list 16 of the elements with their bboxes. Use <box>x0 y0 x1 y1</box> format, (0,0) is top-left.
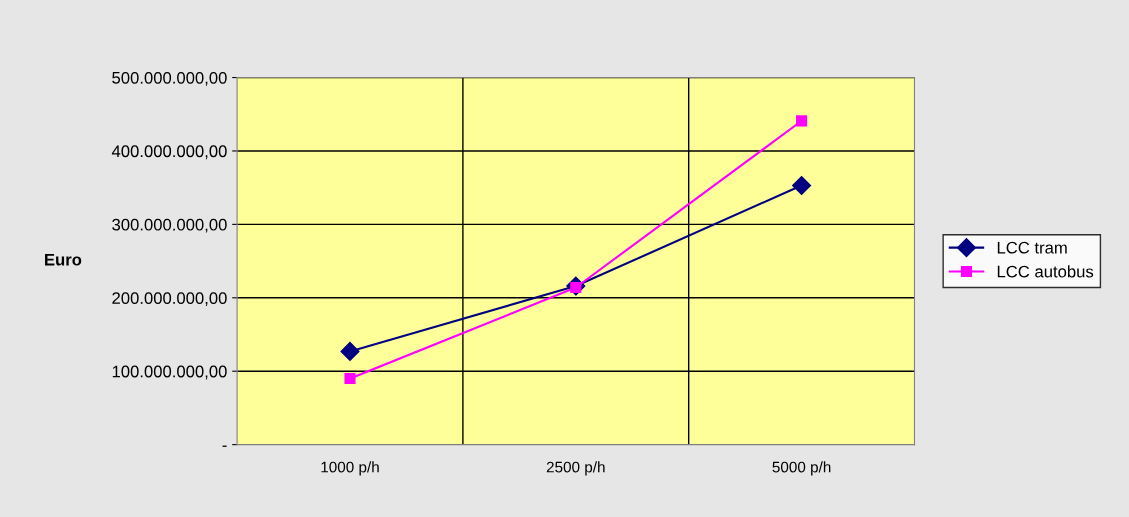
x-tick-label: 5000 p/h <box>772 461 831 476</box>
y-tick-label: 400.000.000,00 <box>111 145 227 160</box>
point <box>796 115 808 127</box>
point <box>340 341 360 361</box>
point <box>792 175 812 196</box>
point <box>344 372 356 385</box>
y-tick-label: - <box>222 445 227 447</box>
y-tick-label: 500.000.000,00 <box>112 71 227 86</box>
y-tick-label: 200.000.000,00 <box>112 292 227 306</box>
y-tick-label: 100.000.000,00 <box>112 365 227 380</box>
x-tick-label: 2500 p/h <box>546 461 605 476</box>
x-tick-label: 1000 p/h <box>321 461 379 476</box>
y-tick-label: 300.000.000,00 <box>112 218 227 233</box>
y-axis-title: Euro <box>45 253 82 266</box>
legend-label: LCC tram <box>997 241 1067 254</box>
legend-label: LCC autobus <box>997 265 1094 278</box>
